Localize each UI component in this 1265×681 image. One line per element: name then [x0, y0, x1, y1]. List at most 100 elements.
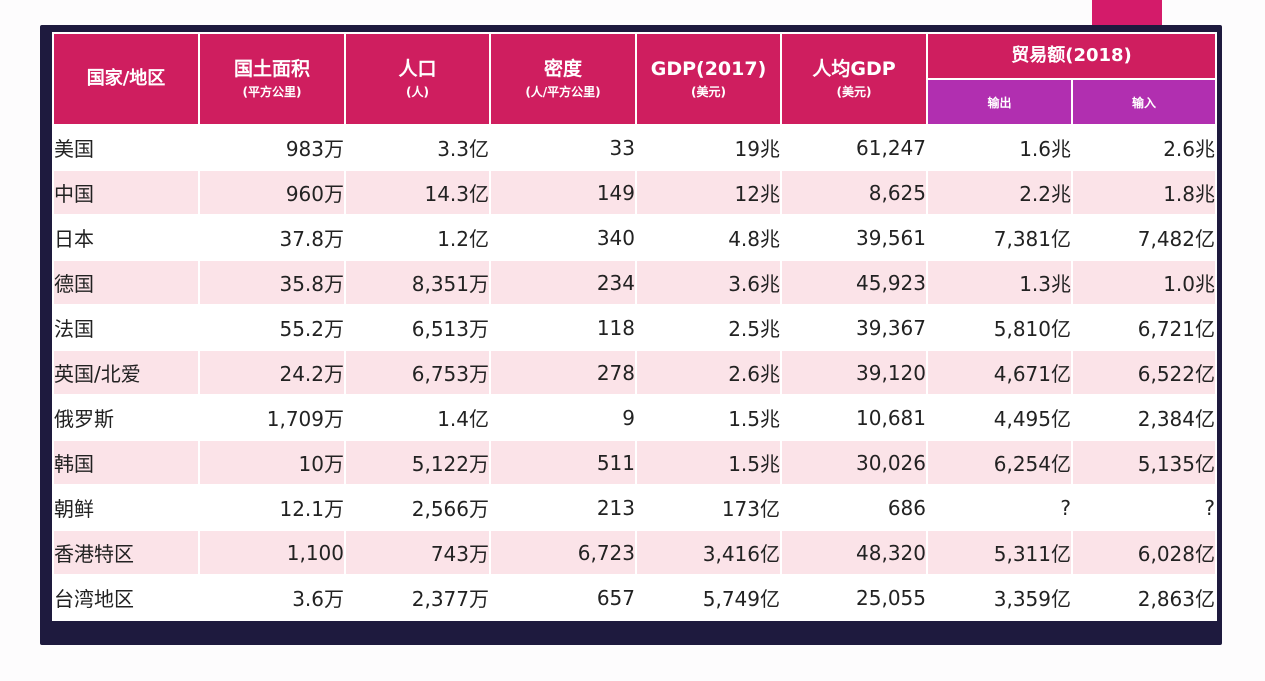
cell-import: 2,384亿 — [1071, 394, 1217, 441]
cell-gdp: 12兆 — [635, 169, 782, 216]
cell-population: 2,377万 — [344, 574, 491, 621]
cell-area: 960万 — [198, 169, 346, 216]
cell-population: 743万 — [344, 529, 491, 576]
cell-import: 2,863亿 — [1071, 574, 1217, 621]
cell-export: 4,495亿 — [926, 394, 1073, 441]
cell-area: 35.8万 — [198, 259, 346, 306]
cell-gdp-per-capita: 686 — [780, 484, 928, 531]
cell-export: 3,359亿 — [926, 574, 1073, 621]
cell-population: 3.3亿 — [344, 124, 491, 171]
table-row: 英国/北爱 24.2万 6,753万 278 2.6兆 39,120 4,671亿 6,522… — [52, 349, 1217, 396]
header-country: 国家/地区 — [52, 32, 200, 126]
cell-gdp-per-capita: 25,055 — [780, 574, 928, 621]
cell-import: 2.6兆 — [1071, 124, 1217, 171]
cell-import: 6,522亿 — [1071, 349, 1217, 396]
cell-density: 213 — [489, 484, 637, 531]
cell-country: 台湾地区 — [52, 574, 200, 621]
cell-export: 1.3兆 — [926, 259, 1073, 306]
cell-gdp-per-capita: 61,247 — [780, 124, 928, 171]
cell-export: ? — [926, 484, 1073, 531]
cell-gdp: 4.8兆 — [635, 214, 782, 261]
cell-export: 5,810亿 — [926, 304, 1073, 351]
cell-gdp: 1.5兆 — [635, 394, 782, 441]
cell-country: 香港特区 — [52, 529, 200, 576]
cell-area: 55.2万 — [198, 304, 346, 351]
cell-gdp: 3,416亿 — [635, 529, 782, 576]
table-row: 德国 35.8万 8,351万 234 3.6兆 45,923 1.3兆 1.0兆 — [52, 259, 1217, 306]
cell-import: 6,721亿 — [1071, 304, 1217, 351]
cell-density: 278 — [489, 349, 637, 396]
cell-population: 1.4亿 — [344, 394, 491, 441]
header-export: 输出 — [926, 78, 1073, 126]
cell-gdp-per-capita: 39,367 — [780, 304, 928, 351]
cell-country: 法国 — [52, 304, 200, 351]
cell-country: 英国/北爱 — [52, 349, 200, 396]
cell-export: 4,671亿 — [926, 349, 1073, 396]
table-row: 俄罗斯 1,709万 1.4亿 9 1.5兆 10,681 4,495亿 2,384亿 — [52, 394, 1217, 441]
header-area: 国土面积 (平方公里) — [198, 32, 346, 126]
cell-gdp-per-capita: 45,923 — [780, 259, 928, 306]
table-row: 香港特区 1,100 743万 6,723 3,416亿 48,320 5,311亿 6,02… — [52, 529, 1217, 576]
cell-population: 8,351万 — [344, 259, 491, 306]
cell-export: 5,311亿 — [926, 529, 1073, 576]
cell-area: 1,709万 — [198, 394, 346, 441]
cell-import: 7,482亿 — [1071, 214, 1217, 261]
cell-density: 9 — [489, 394, 637, 441]
cell-export: 2.2兆 — [926, 169, 1073, 216]
cell-country: 韩国 — [52, 439, 200, 486]
cell-area: 24.2万 — [198, 349, 346, 396]
cell-area: 37.8万 — [198, 214, 346, 261]
cell-country: 日本 — [52, 214, 200, 261]
header-gdp: GDP(2017) (美元) — [635, 32, 782, 126]
cell-density: 511 — [489, 439, 637, 486]
cell-gdp-per-capita: 8,625 — [780, 169, 928, 216]
cell-import: 6,028亿 — [1071, 529, 1217, 576]
cell-country: 中国 — [52, 169, 200, 216]
table-row: 韩国 10万 5,122万 511 1.5兆 30,026 6,254亿 5,135亿 — [52, 439, 1217, 486]
cell-gdp: 173亿 — [635, 484, 782, 531]
cell-area: 12.1万 — [198, 484, 346, 531]
cell-country: 美国 — [52, 124, 200, 171]
cell-gdp-per-capita: 48,320 — [780, 529, 928, 576]
cell-area: 3.6万 — [198, 574, 346, 621]
table-row: 美国 983万 3.3亿 33 19兆 61,247 1.6兆 2.6兆 — [52, 124, 1217, 171]
cell-gdp: 19兆 — [635, 124, 782, 171]
header-import: 输入 — [1071, 78, 1217, 126]
cell-export: 1.6兆 — [926, 124, 1073, 171]
cell-gdp-per-capita: 10,681 — [780, 394, 928, 441]
cell-density: 657 — [489, 574, 637, 621]
cell-density: 234 — [489, 259, 637, 306]
header-density: 密度 (人/平方公里) — [489, 32, 637, 126]
cell-gdp: 2.5兆 — [635, 304, 782, 351]
cell-country: 德国 — [52, 259, 200, 306]
cell-population: 6,753万 — [344, 349, 491, 396]
table-row: 台湾地区 3.6万 2,377万 657 5,749亿 25,055 3,359亿 2,863… — [52, 574, 1217, 621]
cell-gdp: 1.5兆 — [635, 439, 782, 486]
cell-population: 1.2亿 — [344, 214, 491, 261]
country-stats-table: 国家/地区 国土面积 (平方公里) 人口 (人) 密度 (人/平方公里) GDP… — [52, 32, 1217, 621]
cell-gdp: 3.6兆 — [635, 259, 782, 306]
cell-population: 5,122万 — [344, 439, 491, 486]
cell-area: 10万 — [198, 439, 346, 486]
cell-density: 118 — [489, 304, 637, 351]
table-row: 日本 37.8万 1.2亿 340 4.8兆 39,561 7,381亿 7,482亿 — [52, 214, 1217, 261]
cell-export: 6,254亿 — [926, 439, 1073, 486]
cell-country: 俄罗斯 — [52, 394, 200, 441]
header-trade: 贸易额(2018) — [926, 32, 1217, 80]
cell-population: 14.3亿 — [344, 169, 491, 216]
cell-import: ? — [1071, 484, 1217, 531]
cell-population: 6,513万 — [344, 304, 491, 351]
cell-gdp: 5,749亿 — [635, 574, 782, 621]
cell-area: 1,100 — [198, 529, 346, 576]
table-row: 中国 960万 14.3亿 149 12兆 8,625 2.2兆 1.8兆 — [52, 169, 1217, 216]
cell-export: 7,381亿 — [926, 214, 1073, 261]
header-gdp-per-capita: 人均GDP (美元) — [780, 32, 928, 126]
cell-import: 1.0兆 — [1071, 259, 1217, 306]
cell-density: 340 — [489, 214, 637, 261]
cell-gdp-per-capita: 39,561 — [780, 214, 928, 261]
table-body: 美国 983万 3.3亿 33 19兆 61,247 1.6兆 2.6兆 中国 960万 14.3亿… — [52, 124, 1217, 621]
cell-density: 33 — [489, 124, 637, 171]
cell-gdp-per-capita: 39,120 — [780, 349, 928, 396]
cell-area: 983万 — [198, 124, 346, 171]
